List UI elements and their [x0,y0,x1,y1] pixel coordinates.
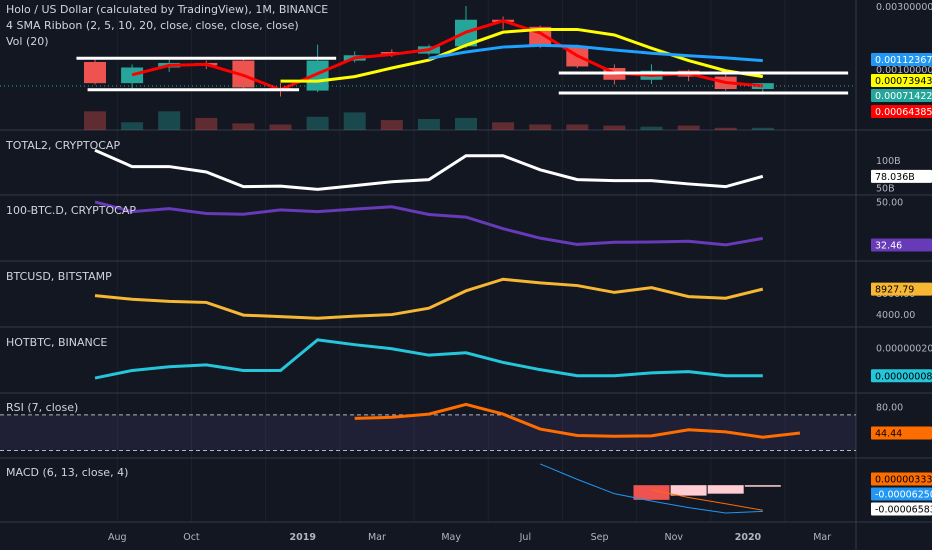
last-value-tag [871,169,932,183]
sma-line [280,27,764,83]
volume-bar [751,127,774,130]
last-value-tag [871,369,932,383]
pane-axis-tick: 50.00 [876,198,903,209]
price-tag-text: 0.00112367 [875,55,932,66]
volume-bar [566,124,589,130]
volume-bar [640,126,663,130]
pane-axis-tick: 80.00 [876,403,903,414]
last-value-tag-text: 0.00000008 [875,371,932,382]
candle-body [751,83,774,90]
macd-histogram-bar [707,485,744,494]
btcusd-legend: BTCUSD, BITSTAMP [6,270,112,283]
last-value-tag [871,282,932,296]
volume-bar [455,117,477,130]
total2-line [94,148,764,191]
time-axis-label: Mar [368,532,386,543]
time-axis-label: Jul [519,532,531,543]
sma-line [131,19,763,92]
pane-axis-tick: 100B [876,156,901,167]
macd-tag-text: 0.00000333 [875,475,932,486]
macd-line [540,463,763,514]
time-axis-label: Aug [108,532,127,543]
volume-bar [492,122,515,130]
pane-axis-tick: 4000.00 [876,310,915,321]
volume-bar [529,124,552,130]
volume-bar [158,111,181,130]
pane-axis-tick: 0.00000020 [876,344,932,355]
volume-bar [232,123,255,130]
volume-legend: Vol (20) [6,35,49,48]
rsi-legend: RSI (7, close) [6,401,79,414]
last-value-tag-text: 32.46 [875,241,902,252]
candle-body [306,60,329,91]
macd-histogram-bar [633,485,670,500]
price-tag [871,89,932,102]
candle-body [380,52,403,54]
volume-bar [714,127,737,130]
price-tag-text: 0.00071422 [875,91,932,102]
volume-bar [84,111,106,130]
rsi-line [354,402,801,439]
volume-bar [677,125,700,130]
volume-bar [417,119,440,130]
time-axis-label: Sep [591,532,609,543]
time-axis-label: Mar [813,532,831,543]
price-tag-text: 0.00073943 [875,76,932,87]
volume-bar [269,124,292,130]
last-value-tag [871,426,932,440]
macd-histogram-bar [744,485,781,487]
price-tag [871,74,932,87]
macd-tag-text: -0.00006583 [875,505,932,516]
volume-bar [603,125,626,130]
macd-tag [871,502,932,516]
time-axis-label: Nov [664,532,683,543]
macd-tag [871,472,932,486]
price-tag [871,105,932,118]
price-axis-tick: 0.00100000 [876,65,932,76]
macd-signal-line [651,489,763,511]
last-value-tag-text: 8927.79 [875,285,914,296]
last-value-tag-text: 44.44 [875,429,902,440]
volume-bar [195,117,218,130]
volume-bar [343,112,366,130]
main-chart-title: Holo / US Dollar (calculated by TradingV… [6,3,329,16]
hotbtc-legend: HOTBTC, BINANCE [6,336,108,349]
volume-bar [380,120,403,130]
macd-tag-text: -0.00006250 [875,490,932,501]
time-axis-label: 2020 [735,532,762,543]
macd-legend: MACD (6, 13, close, 4) [6,466,129,479]
btcd-line [94,200,764,247]
macd-histogram-bar [670,485,707,496]
sma-line [428,43,763,63]
volume-bar [306,116,329,130]
macd-tag [871,487,932,501]
sma-ribbon-legend: 4 SMA Ribbon (2, 5, 10, 20, close, close… [6,19,299,32]
price-axis-tick: 0.00300000 [876,2,932,13]
btcd-legend: 100-BTC.D, CRYPTOCAP [6,204,137,217]
time-axis-label: 2019 [290,532,316,543]
price-tag-text: 0.00064385 [875,107,932,118]
time-axis-label: Oct [183,532,200,543]
hotbtc-line [94,338,763,380]
pane-axis-tick: 50B [876,183,895,194]
volume-bar [121,122,144,130]
candle-body [84,61,106,84]
btcusd-line [94,277,764,320]
price-tag [871,53,932,66]
time-axis-label: May [441,532,461,543]
last-value-tag-text: 78.036B [875,172,915,183]
candle-body [121,67,144,84]
last-value-tag [871,238,932,252]
total2-legend: TOTAL2, CRYPTOCAP [6,139,121,152]
